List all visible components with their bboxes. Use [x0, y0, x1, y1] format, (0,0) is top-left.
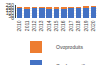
svg-text:2010: 2010 — [16, 20, 22, 31]
svg-text:2019: 2019 — [83, 20, 89, 31]
svg-text:0: 0 — [11, 15, 14, 21]
svg-text:100: 100 — [6, 10, 15, 16]
svg-text:2013: 2013 — [38, 20, 44, 31]
svg-text:2016: 2016 — [60, 20, 66, 31]
svg-text:200: 200 — [6, 5, 15, 11]
svg-text:2018: 2018 — [75, 20, 81, 31]
svg-text:2012: 2012 — [31, 20, 37, 31]
svg-text:250: 250 — [6, 2, 15, 8]
svg-text:150: 150 — [6, 7, 15, 13]
svg-text:2011: 2011 — [24, 20, 30, 31]
svg-text:2014: 2014 — [46, 20, 52, 31]
svg-text:Oeufs coquille: Oeufs coquille — [56, 63, 88, 65]
svg-text:2015: 2015 — [53, 20, 59, 31]
svg-text:50: 50 — [8, 13, 14, 19]
svg-text:2017: 2017 — [68, 20, 74, 31]
svg-text:Ovoproduits: Ovoproduits — [56, 44, 83, 50]
svg-text:2020: 2020 — [90, 20, 96, 31]
